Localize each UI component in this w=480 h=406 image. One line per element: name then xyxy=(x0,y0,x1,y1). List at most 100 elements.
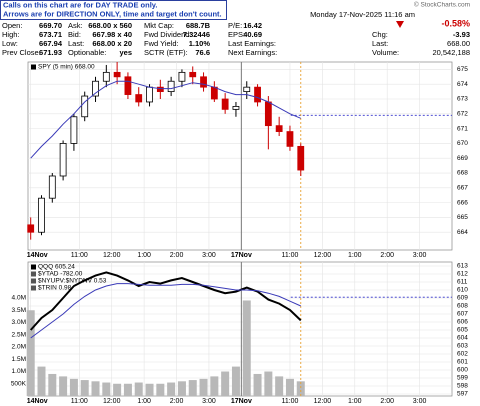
y-tick-label: 612 xyxy=(457,271,468,278)
y-tick-label: 613 xyxy=(457,263,468,270)
candle-body xyxy=(264,101,272,127)
y-tick-label: 673 xyxy=(457,96,468,103)
volume-bar xyxy=(296,381,305,396)
volume-bar xyxy=(221,371,230,396)
field-label: EPS: xyxy=(228,30,245,39)
field-value: 16.42 xyxy=(243,21,262,30)
y-tick-label: 665 xyxy=(457,214,468,221)
y-tick-label: 610 xyxy=(457,287,468,294)
y2-tick-label: 3.5M xyxy=(12,307,26,314)
candle-body xyxy=(232,106,240,110)
volume-bar xyxy=(231,366,240,396)
field-label: Bid: xyxy=(68,30,81,39)
credit: © StockCharts.com xyxy=(414,1,470,9)
volume-bar xyxy=(145,383,154,396)
volume-bar xyxy=(199,378,208,396)
date: Monday 17-Nov-2025 11:16 am xyxy=(310,10,415,19)
x-tick-label: 17Nov xyxy=(231,252,252,259)
candle-body xyxy=(243,86,251,93)
field-label: SCTR (ETF): xyxy=(144,48,188,57)
legend-label: SPY (5 min) 668.00 xyxy=(38,64,95,71)
field-value: 20,542,188 xyxy=(432,48,470,57)
legend-swatch xyxy=(31,264,36,270)
x-tick-label: 2:00 xyxy=(380,252,394,259)
candle-body xyxy=(27,224,35,233)
y-tick-label: 675 xyxy=(457,66,468,73)
field-value: 667.98 x 40 xyxy=(92,30,132,39)
volume-bar xyxy=(123,383,132,396)
candle-body xyxy=(48,175,56,199)
y-tick-label: 597 xyxy=(457,391,468,398)
y-tick-label: 671 xyxy=(457,125,468,132)
volume-bar xyxy=(134,382,143,396)
volume-bar xyxy=(91,381,100,396)
field-label: Mkt Cap: xyxy=(144,21,174,30)
y-tick-label: 669 xyxy=(457,155,468,162)
y-tick-label: 666 xyxy=(457,199,468,206)
field-label: P/E: xyxy=(228,21,242,30)
volume-bar xyxy=(275,376,284,396)
x-tick-label: 12:00 xyxy=(103,398,121,405)
candle-body xyxy=(113,71,121,78)
volume-bar xyxy=(59,376,68,396)
y-tick-label: 607 xyxy=(457,311,468,318)
volume-bar xyxy=(37,366,46,396)
x-tick-label: 11:00 xyxy=(281,398,298,405)
y-tick-label: 604 xyxy=(457,335,468,342)
y2-tick-label: 1.0M xyxy=(12,368,26,375)
volume-bar xyxy=(102,382,111,396)
plot-area xyxy=(27,61,453,251)
field-label: Prev Close: xyxy=(2,48,41,57)
field-value: -3.93 xyxy=(453,30,470,39)
volume-bar xyxy=(48,373,57,396)
y-tick-label: 602 xyxy=(457,351,468,358)
y-tick-label: 608 xyxy=(457,303,468,310)
field-value: 668.00 x 560 xyxy=(88,21,132,30)
x-tick-label: 1:00 xyxy=(137,398,151,405)
candle-body xyxy=(286,131,294,147)
y-tick-label: 599 xyxy=(457,375,468,382)
candle-body xyxy=(156,86,164,93)
x-tick-label: 3:00 xyxy=(413,398,427,405)
field-label: Fwd Yield: xyxy=(144,39,179,48)
candle-body xyxy=(167,80,175,93)
candle-body xyxy=(275,125,283,132)
field-value: 669.70 xyxy=(39,21,62,30)
field-value: 7.32446 xyxy=(183,30,210,39)
y-tick-label: 674 xyxy=(457,81,468,88)
y2-tick-label: 4.0M xyxy=(12,295,26,302)
y2-tick-label: 1.5M xyxy=(12,356,26,363)
x-tick-label: 14Nov xyxy=(27,398,48,405)
volume-bar xyxy=(26,310,35,396)
x-tick-label: 3:00 xyxy=(202,398,216,405)
series-line xyxy=(30,283,302,339)
field-label: Next Earnings: xyxy=(228,48,277,57)
y2-tick-label: 500K xyxy=(11,380,27,387)
candle-body xyxy=(254,86,261,103)
legend-swatch xyxy=(31,64,36,70)
field-value: 40.69 xyxy=(243,30,262,39)
y-tick-label: 605 xyxy=(457,327,468,334)
x-tick-label: 11:00 xyxy=(71,252,88,259)
notice-line: Calls on this chart are for DAY TRADE on… xyxy=(3,0,157,9)
x-tick-label: 11:00 xyxy=(71,398,88,405)
volume-bar xyxy=(167,382,176,396)
volume-bar xyxy=(242,300,251,396)
y-tick-label: 668 xyxy=(457,170,468,177)
volume-bar xyxy=(285,378,294,396)
field-label: Optionable: xyxy=(68,48,106,57)
candle-body xyxy=(178,71,186,82)
y-tick-label: 598 xyxy=(457,383,468,390)
legend-label: $NYUPV:$NYDNV 0.53 xyxy=(38,278,107,285)
candle-body xyxy=(146,86,153,103)
candle-body xyxy=(200,76,207,88)
field-label: Last: xyxy=(68,39,84,48)
change-pct: -0.58% xyxy=(441,18,470,28)
x-tick-label: 1:00 xyxy=(137,252,151,259)
y2-tick-label: 3.0M xyxy=(12,319,26,326)
volume-bar xyxy=(210,376,219,396)
candle-body xyxy=(189,71,197,78)
candle-body xyxy=(210,86,218,100)
x-tick-label: 2:00 xyxy=(380,398,394,405)
